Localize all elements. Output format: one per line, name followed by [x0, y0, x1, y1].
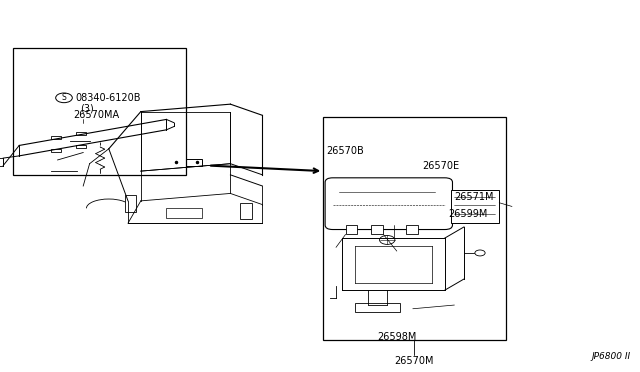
Text: 26598M: 26598M	[377, 332, 417, 341]
Text: 26571M: 26571M	[454, 192, 494, 202]
Bar	[76, 132, 86, 135]
Text: 26570MA: 26570MA	[74, 110, 120, 120]
Text: (3): (3)	[80, 103, 93, 113]
Bar	[13, 48, 186, 175]
Text: JP6800 II: JP6800 II	[591, 352, 630, 361]
Bar	[240, 203, 252, 219]
Bar	[406, 225, 418, 234]
Text: 26570B: 26570B	[326, 147, 364, 156]
Bar	[76, 145, 86, 148]
Text: 26570E: 26570E	[422, 161, 460, 170]
Text: 08340-6120B: 08340-6120B	[76, 93, 141, 103]
Bar	[51, 149, 61, 153]
Bar	[125, 195, 136, 212]
Bar	[355, 303, 400, 312]
Bar	[371, 225, 383, 234]
Bar	[323, 117, 506, 340]
Bar	[346, 225, 357, 234]
FancyBboxPatch shape	[325, 178, 452, 230]
Bar	[451, 190, 499, 223]
Text: 26599M: 26599M	[448, 209, 488, 219]
Text: 26570M: 26570M	[395, 356, 434, 366]
Bar	[51, 136, 61, 139]
Bar	[173, 159, 202, 166]
Bar	[166, 208, 202, 218]
Text: S: S	[61, 93, 67, 102]
